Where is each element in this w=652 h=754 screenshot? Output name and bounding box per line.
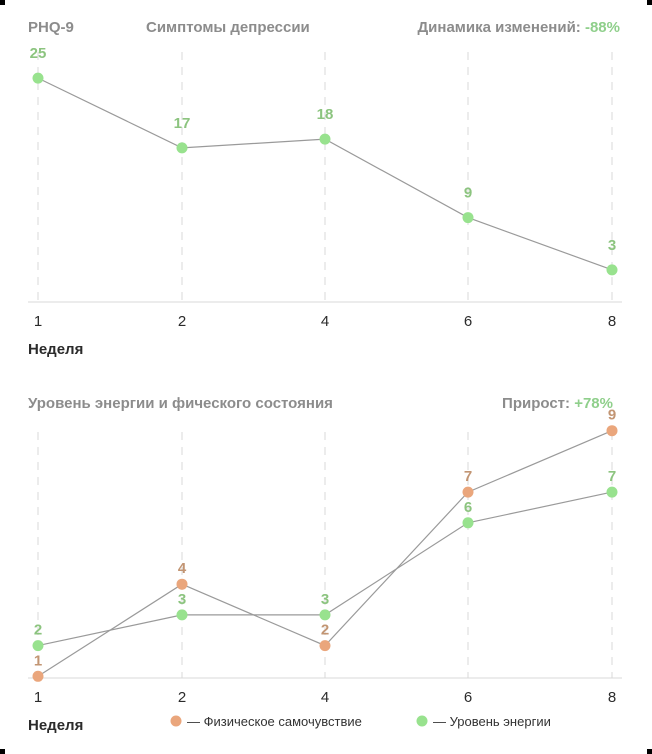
legend-label-energy: — Уровень энергии [433,714,551,729]
data-point-energy [32,640,44,652]
data-label-physical: 1 [34,652,42,669]
x-tick-label: 8 [608,313,616,330]
x-axis-title: Неделя [28,341,83,358]
data-point-energy [462,517,474,529]
data-point-energy [606,264,618,276]
data-point-energy [319,133,331,145]
data-point-energy [176,609,188,621]
data-label-energy: 17 [174,115,191,132]
x-axis-title: Неделя [28,717,83,734]
data-label-energy: 9 [464,185,472,202]
corner-mark [647,0,652,5]
corner-mark [0,0,5,5]
data-point-physical [32,670,44,682]
x-tick-label: 8 [608,689,616,706]
data-label-energy: 3 [321,591,329,608]
depression-chart-title: Симптомы депрессии [146,19,310,36]
data-label-energy: 3 [608,237,616,254]
energy-physical-chart: 1 2 4 6 8 1 4 2 7 9 2 3 3 6 7 [28,407,622,706]
data-label-energy: 25 [30,45,47,62]
data-label-physical: 2 [321,622,329,639]
data-label-physical: 4 [178,560,187,577]
data-label-energy: 18 [317,106,334,123]
legend-marker-energy [416,715,428,727]
data-point-energy [176,142,188,154]
corner-mark [647,749,652,754]
change-label: Динамика изменений: [418,19,581,36]
data-label-physical: 7 [464,468,472,485]
data-point-physical [462,486,474,498]
growth-label: Прирост: [502,395,570,412]
corner-mark [0,749,5,754]
depression-change-summary: Динамика изменений: -88% [418,19,621,36]
x-tick-label: 6 [464,689,472,706]
x-tick-label: 2 [178,689,186,706]
legend-marker-physical [170,715,182,727]
data-label-energy: 7 [608,468,616,485]
change-value: -88% [585,19,620,36]
x-tick-label: 4 [321,313,329,330]
legend: — Физическое самочувствие — Уровень энер… [170,714,551,729]
legend-label-physical: — Физическое самочувствие [187,714,362,729]
data-label-energy: 3 [178,591,186,608]
growth-value: +78% [574,395,613,412]
x-tick-label: 1 [34,313,42,330]
x-tick-label: 4 [321,689,329,706]
data-label-physical: 9 [608,407,616,424]
x-tick-label: 1 [34,689,42,706]
energy-chart-title: Уровень энергии и фического состояния [28,395,333,412]
data-label-energy: 6 [464,499,472,516]
x-tick-label: 6 [464,313,472,330]
x-tick-label: 2 [178,313,186,330]
data-label-energy: 2 [34,622,42,639]
data-point-physical [606,425,618,437]
depression-chart: 1 2 4 6 8 25 17 18 9 3 [28,45,622,330]
data-point-energy [319,609,331,621]
phq9-label: PHQ-9 [28,19,74,36]
data-point-physical [319,640,331,652]
data-point-physical [176,578,188,590]
energy-change-summary: Прирост: +78% [502,395,613,412]
data-point-energy [606,486,618,498]
data-point-energy [32,72,44,84]
data-point-energy [462,212,474,224]
